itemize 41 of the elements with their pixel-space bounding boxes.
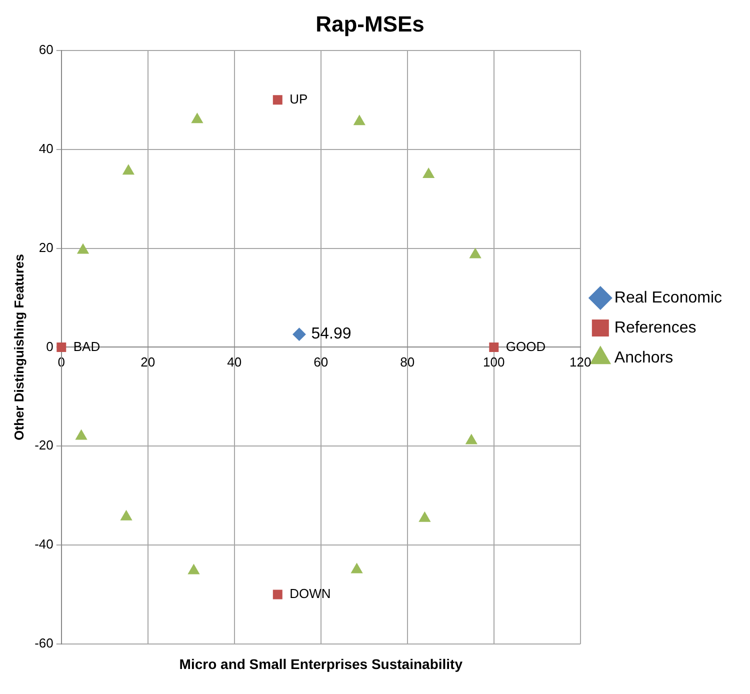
annotation: 54.99: [311, 326, 352, 343]
point: [272, 590, 282, 600]
y-tick-label: -60: [34, 636, 54, 651]
y-tick-label: 40: [38, 140, 54, 156]
x-tick-label: 80: [400, 354, 415, 370]
x-tick-label: 120: [570, 354, 592, 370]
point: [351, 563, 362, 574]
point: [192, 113, 203, 124]
y-tick-label: 20: [38, 240, 54, 255]
data-label: UP: [290, 91, 308, 106]
data-label: DOWN: [290, 586, 331, 602]
x-tick-label: 100: [483, 354, 505, 370]
point: [272, 95, 282, 105]
data-label: GOOD: [506, 338, 546, 354]
point: [470, 248, 481, 258]
legend-label: References: [614, 319, 696, 336]
x-tick-label: 20: [140, 354, 156, 370]
point: [466, 434, 478, 444]
point: [422, 168, 434, 178]
y-tick-label: 0: [46, 338, 54, 354]
chart-title: Rap-MSEs: [316, 11, 424, 36]
x-tick-label: 60: [314, 354, 328, 370]
point: [419, 512, 430, 522]
point: [122, 164, 134, 175]
point: [292, 328, 306, 341]
data-label: BAD: [73, 338, 100, 354]
y-tick-label: -40: [34, 536, 54, 552]
y-tick-label: -20: [34, 438, 54, 453]
x-tick-label: 40: [227, 354, 242, 370]
y-tick-label: 60: [38, 42, 54, 57]
legend-label: Real Economic: [614, 289, 722, 306]
point: [56, 342, 66, 352]
legend-label: Anchors: [614, 349, 674, 366]
point: [489, 342, 499, 352]
point: [354, 115, 366, 126]
point: [77, 244, 89, 254]
point: [76, 430, 87, 440]
y-axis-title: Other Distinguishing Features: [11, 254, 26, 440]
point: [120, 510, 132, 520]
point: [188, 564, 200, 574]
x-axis-title: Micro and Small Enterprises Sustainability: [179, 656, 463, 672]
